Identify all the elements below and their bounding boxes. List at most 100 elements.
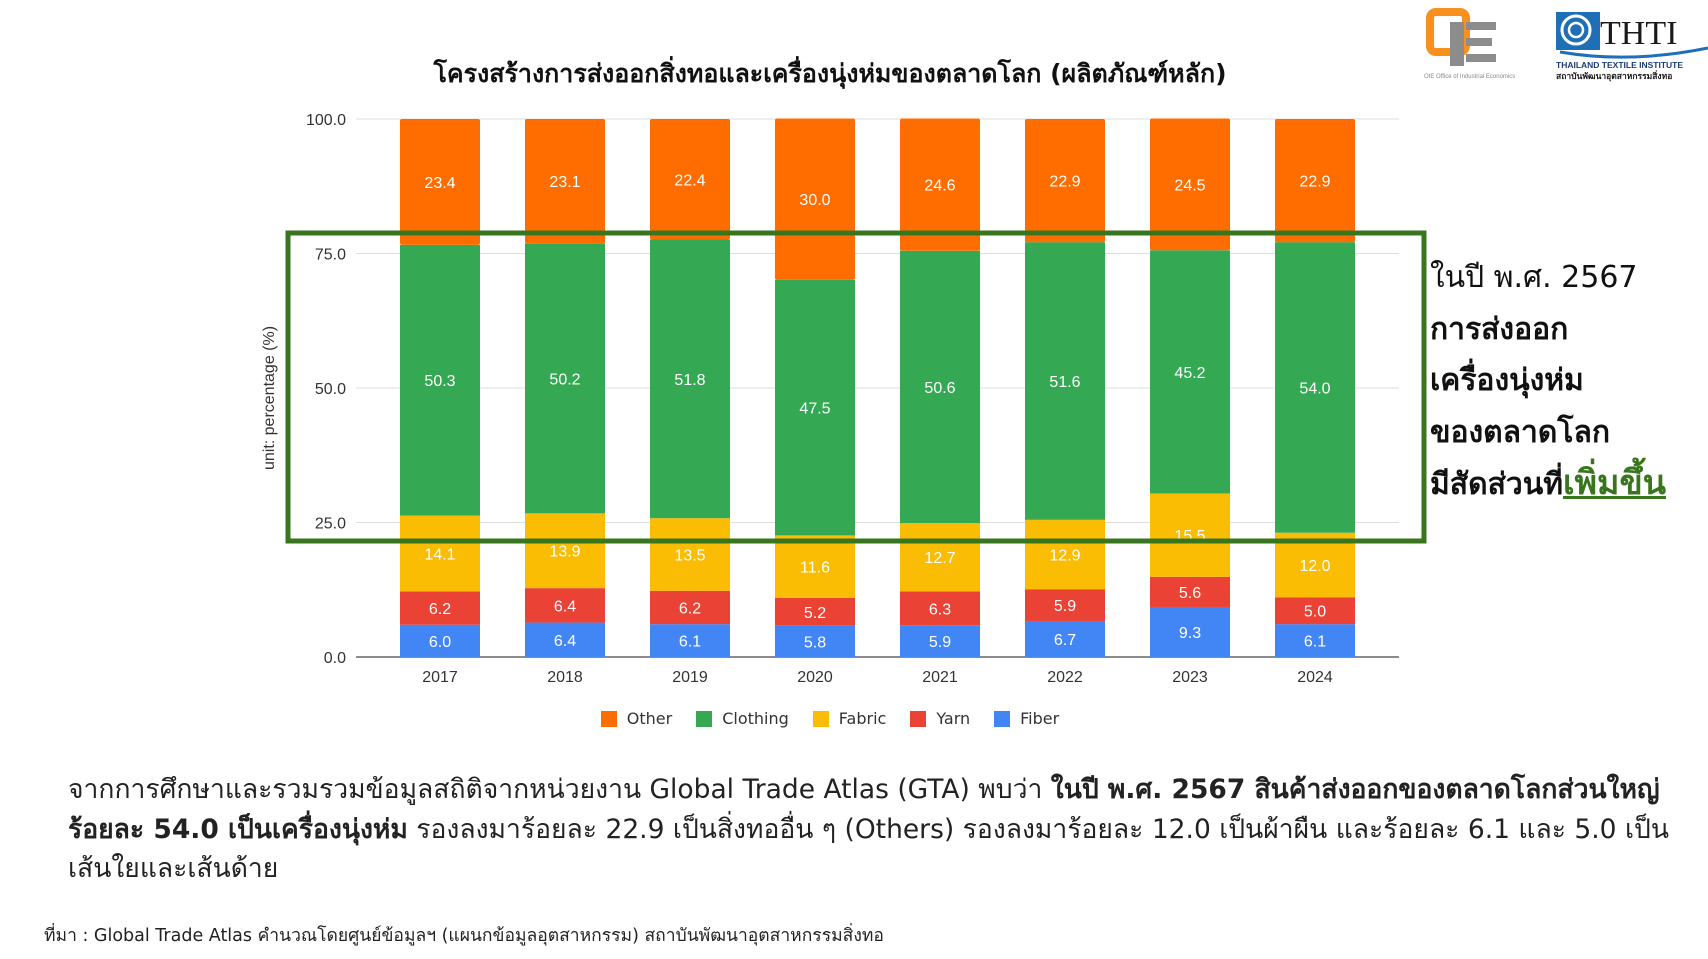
data-label: 5.6 (1179, 585, 1201, 602)
data-label: 5.2 (804, 605, 826, 622)
summary-part-3: รองลงมาร้อยละ 22.9 เป็นสิ่งทออื่น ๆ (Oth… (68, 813, 1669, 885)
x-tick-label: 2022 (1047, 669, 1083, 686)
callout-highlight: เพิ่มขึ้น (1563, 463, 1666, 503)
legend-item-yarn: Yarn (910, 709, 970, 728)
thti-logo: THTI THAILAND TEXTILE INSTITUTE สถาบันพั… (1556, 12, 1708, 82)
thti-logo-subtitle: THAILAND TEXTILE INSTITUTE (1556, 60, 1683, 70)
callout-text: ในปี พ.ศ. 2567 การส่งออก เครื่องนุ่งห่ม … (1430, 252, 1666, 511)
legend-swatch (910, 710, 927, 727)
legend-label: Fiber (1020, 709, 1060, 728)
y-tick-label: 0.0 (324, 650, 346, 667)
legend-item-fabric: Fabric (812, 709, 887, 728)
y-tick-label: 100.0 (306, 112, 346, 129)
y-tick-label: 75.0 (315, 247, 346, 264)
legend-swatch (812, 710, 829, 727)
data-label: 5.0 (1304, 604, 1326, 621)
bar-segment-fabric (1025, 519, 1105, 590)
bar-segment-clothing (525, 243, 605, 514)
oie-logo: OIE Office of Industrial Economics (1424, 8, 1515, 80)
bar-segment-clothing (900, 250, 980, 524)
bar-segment-other (775, 118, 855, 280)
bar-segment-yarn (650, 590, 730, 625)
callout-line-5: มีสัดส่วนที่เพิ่มขึ้น (1430, 458, 1666, 511)
data-label: 24.5 (1174, 177, 1205, 194)
data-label: 5.9 (929, 634, 951, 651)
bar-segment-other (1150, 118, 1230, 251)
bar-segment-other (525, 119, 605, 244)
bar-segment-fabric (900, 523, 980, 592)
bar-segment-fiber (650, 624, 730, 657)
data-label: 14.1 (424, 546, 455, 563)
data-label: 12.0 (1299, 558, 1330, 575)
legend-label: Other (626, 709, 673, 728)
data-label: 12.7 (924, 550, 955, 567)
bar-segment-fabric (1150, 493, 1230, 577)
bar-segment-yarn (1275, 597, 1355, 625)
data-label: 24.6 (924, 178, 955, 195)
data-label: 51.8 (674, 372, 705, 389)
bar-segment-clothing (1025, 242, 1105, 520)
data-label: 45.2 (1174, 365, 1205, 382)
data-label: 6.1 (679, 634, 701, 651)
chart-legend: Other Clothing Fabric Yarn Fiber (0, 709, 1660, 728)
legend-item-clothing: Clothing (696, 709, 789, 728)
bar-segment-yarn (1150, 576, 1230, 607)
x-tick-label: 2017 (422, 669, 458, 686)
bar-segment-fiber (900, 625, 980, 657)
bar-segment-other (400, 119, 480, 245)
bar-segment-clothing (1275, 242, 1355, 533)
summary-bold: ในปี พ.ศ. 2567 สินค้าส่งออกของตลาดโลกส่ว… (68, 774, 1660, 845)
data-label: 13.5 (674, 548, 705, 565)
data-label: 13.9 (549, 544, 580, 561)
bar-segment-yarn (525, 588, 605, 623)
bar-segment-other (1275, 119, 1355, 243)
thti-logo-text: THTI (1600, 15, 1677, 52)
bar-segment-other (900, 118, 980, 251)
data-label: 6.2 (429, 601, 451, 618)
x-tick-label: 2023 (1172, 669, 1208, 686)
legend-label: Fabric (838, 709, 887, 728)
bar-segment-fiber (1275, 624, 1355, 657)
data-label: 5.9 (1054, 598, 1076, 615)
x-tick-label: 2019 (672, 669, 708, 686)
legend-item-other: Other (600, 709, 673, 728)
bar-segment-fabric (650, 518, 730, 591)
bar-segment-fiber (525, 622, 605, 657)
legend-swatch (994, 710, 1011, 727)
legend-label: Yarn (936, 709, 971, 728)
data-label: 47.5 (799, 401, 830, 418)
data-label: 23.1 (549, 174, 580, 191)
legend-swatch (600, 710, 617, 727)
stacked-bar-chart: unit: percentage (%) 0.0 25.0 50.0 75.0 100.… (261, 112, 1427, 686)
chart-title: โครงสร้างการส่งออกสิ่งทอและเครื่องนุ่งห่… (433, 59, 1227, 88)
callout-line-5a: มีสัดส่วนที่ (1430, 467, 1564, 502)
callout-line-3: เครื่องนุ่งห่ม (1430, 363, 1584, 398)
source-note: ที่มา : Global Trade Atlas คำนวณโดยศูนย์… (44, 926, 884, 946)
legend-item-fiber: Fiber (994, 709, 1059, 728)
data-label: 50.6 (924, 380, 955, 397)
callout-line-1: ในปี พ.ศ. 2567 (1430, 260, 1638, 295)
bar-segment-other (650, 119, 730, 240)
legend-swatch (696, 710, 713, 727)
x-tick-label: 2021 (922, 669, 958, 686)
bar-segment-yarn (900, 591, 980, 626)
x-tick-label: 2018 (547, 669, 583, 686)
bar-segment-yarn (775, 597, 855, 626)
bar-segment-fiber (1025, 620, 1105, 657)
bar-segment-other (1025, 119, 1105, 243)
data-label: 22.4 (674, 172, 705, 189)
data-label: 51.6 (1049, 374, 1080, 391)
bar-segment-fiber (775, 625, 855, 657)
callout-line-4: ของตลาดโลก (1430, 414, 1611, 450)
legend-label: Clothing (722, 709, 789, 728)
y-tick-label: 50.0 (315, 381, 346, 398)
data-label: 6.1 (1304, 634, 1326, 651)
data-label: 11.6 (800, 560, 830, 577)
bar-segment-yarn (1025, 589, 1105, 621)
summary-paragraph: จากการศึกษาและรวมรวมข้อมูลสถิติจากหน่วยง… (68, 770, 1688, 889)
data-label: 30.0 (799, 192, 830, 209)
data-label: 50.2 (549, 371, 580, 388)
data-label: 6.2 (679, 601, 701, 618)
y-axis-label: unit: percentage (%) (261, 326, 278, 470)
bar-segment-yarn (400, 591, 480, 625)
